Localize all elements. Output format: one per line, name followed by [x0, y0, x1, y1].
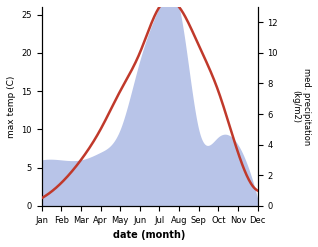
Y-axis label: max temp (C): max temp (C)	[7, 75, 16, 138]
Y-axis label: med. precipitation
(kg/m2): med. precipitation (kg/m2)	[292, 68, 311, 145]
X-axis label: date (month): date (month)	[114, 230, 186, 240]
